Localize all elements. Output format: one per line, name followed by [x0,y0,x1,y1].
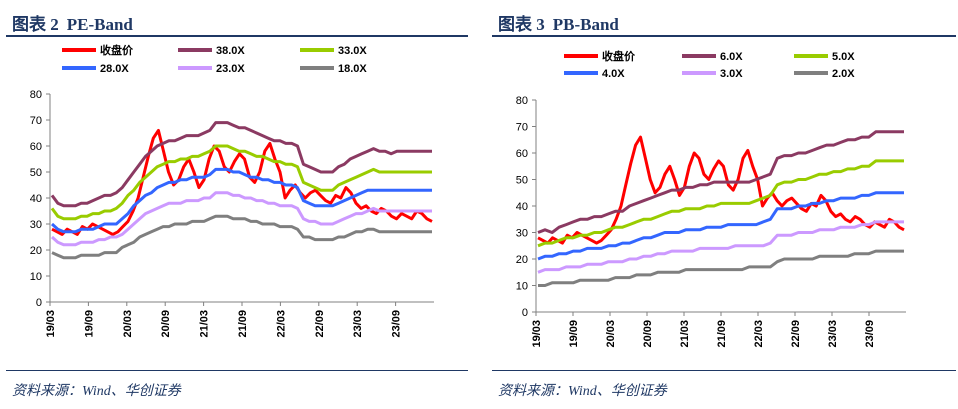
band-line [537,130,904,234]
figure-title: 图表 3 PB-Band [498,10,627,35]
y-tick-label: 0 [36,297,42,309]
legend-label: 6.0X [720,51,743,63]
x-tick-label: 21/03 [199,310,211,338]
x-tick-label: 22/03 [275,310,287,338]
band-line [537,159,904,248]
figure-label: 图表 2 [12,15,59,34]
y-tick-label: 30 [516,228,528,240]
pb-band-panel: 图表 3 PB-Band 0 10 20 30 40 50 60 70 80 19/03 19/09 2… [486,0,958,409]
pb-band-chart: 0 10 20 30 40 50 60 70 80 19/03 19/09 20/03 20/09 21/… [516,49,906,348]
price-line [537,135,905,245]
band-line [537,191,904,261]
legend-label: 2.0X [832,68,855,80]
legend-label: 收盘价 [100,43,134,57]
x-tick-label: 21/03 [679,320,691,348]
title-rule [492,35,956,37]
y-tick-label: 10 [30,271,42,283]
figure-name: PE-Band [66,15,133,34]
source-rule [6,370,468,371]
band-line [50,191,432,247]
band-line [50,121,432,208]
x-tick-label: 22/03 [753,320,765,348]
source-note: 资料来源：Wind、华创证券 [12,384,181,399]
x-tick-label: 19/09 [568,320,580,348]
title-rule [6,35,468,37]
x-tick-label: 22/09 [314,310,326,338]
price-line [51,128,433,236]
band-line [50,167,432,234]
y-tick-label: 80 [516,95,528,107]
x-tick-label: 23/03 [827,320,839,348]
source-note: 资料来源：Wind、华创证券 [498,384,667,399]
legend-label: 18.0X [338,63,367,75]
x-tick-label: 20/09 [160,310,172,338]
band-line [51,214,432,260]
pe-band-panel: 图表 2 PE-Band 0 10 20 30 40 50 60 70 80 19/03 19/09 2… [0,0,470,409]
legend-label: 4.0X [602,68,625,80]
legend-label: 收盘价 [602,49,636,63]
x-tick-label: 20/03 [122,310,134,338]
y-tick-label: 40 [516,201,528,213]
y-tick-label: 70 [516,122,528,134]
legend-label: 23.0X [216,63,245,75]
source-rule [492,370,956,371]
x-tick-label: 22/09 [790,320,802,348]
x-tick-label: 23/03 [352,310,364,338]
y-tick-label: 10 [516,281,528,293]
band-line [50,144,432,221]
x-tick-label: 20/09 [642,320,654,348]
legend-label: 33.0X [338,45,367,57]
band-line [537,220,904,274]
x-tick-label: 21/09 [237,310,249,338]
x-tick-label: 23/09 [391,310,403,338]
x-tick-label: 19/03 [531,320,543,348]
x-tick-label: 21/09 [716,320,728,348]
legend-label: 3.0X [720,68,743,80]
y-tick-label: 40 [30,193,42,205]
figure-label: 图表 3 [498,15,545,34]
x-tick-label: 19/09 [83,310,95,338]
y-tick-label: 20 [30,245,42,257]
y-tick-label: 20 [516,254,528,266]
figure-name: PB-Band [552,15,619,34]
y-tick-label: 50 [516,175,528,187]
y-tick-label: 60 [30,141,42,153]
band-line [538,249,904,287]
y-tick-label: 70 [30,115,42,127]
y-tick-label: 50 [30,167,42,179]
legend-label: 38.0X [216,45,245,57]
y-tick-label: 0 [522,307,528,319]
y-tick-label: 80 [30,89,42,101]
figure-title: 图表 2 PE-Band [12,10,141,35]
x-tick-label: 19/03 [45,310,57,338]
y-tick-label: 30 [30,219,42,231]
legend-label: 5.0X [832,51,855,63]
x-tick-label: 20/03 [605,320,617,348]
y-tick-label: 60 [516,148,528,160]
pe-band-chart: 0 10 20 30 40 50 60 70 80 19/03 19/09 20/03 20/09 21/… [30,43,434,338]
legend-label: 28.0X [100,63,129,75]
x-tick-label: 23/09 [864,320,876,348]
